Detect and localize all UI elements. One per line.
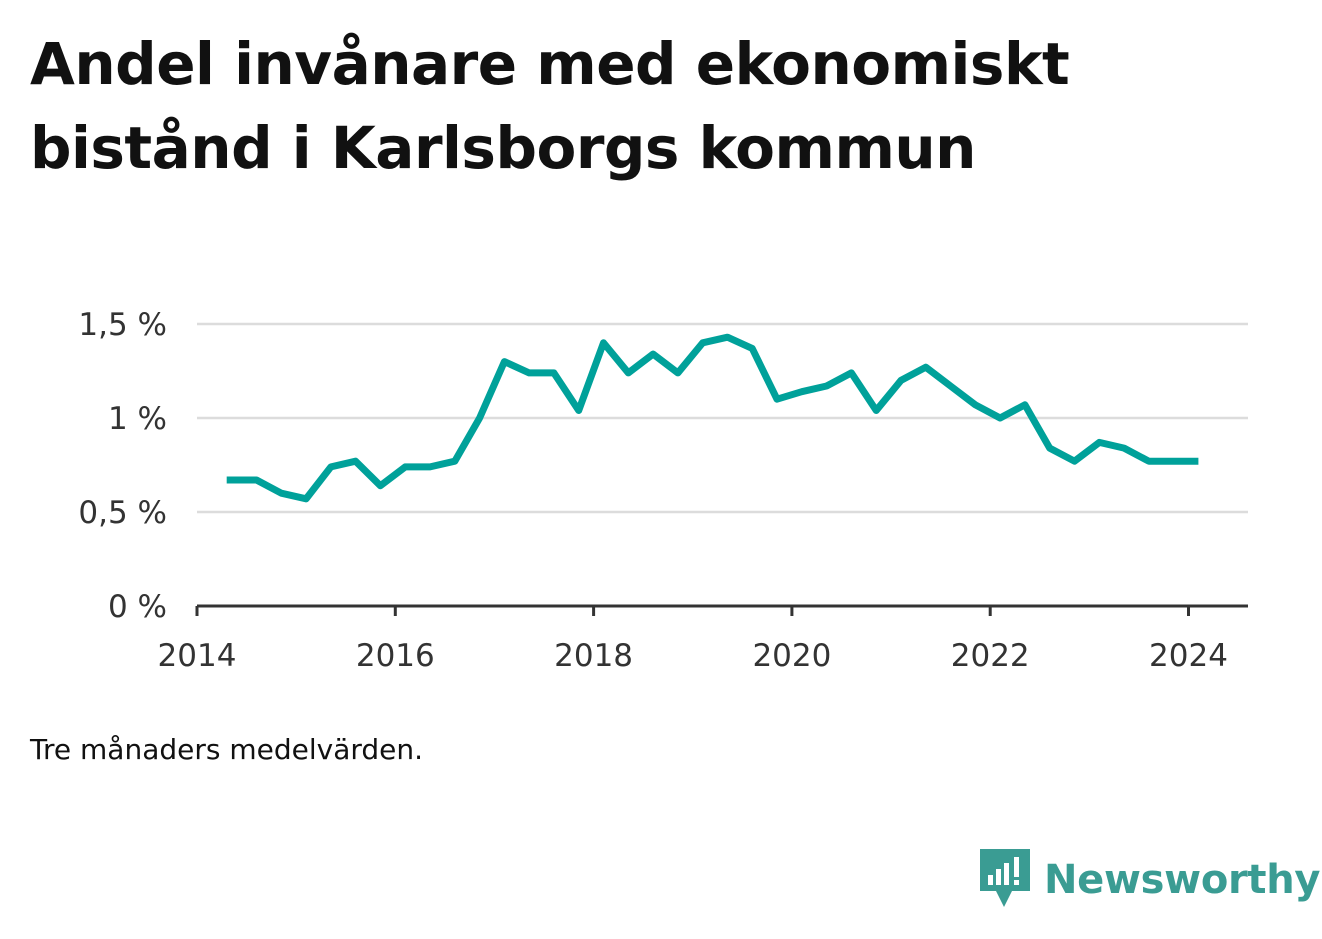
y-tick-label: 1 % (108, 401, 167, 437)
newsworthy-logo-icon (980, 849, 1030, 907)
x-tick-label: 2014 (158, 638, 237, 674)
y-tick-label: 0 % (108, 589, 167, 625)
data-line (226, 333, 1199, 503)
y-tick-label: 1,5 % (78, 307, 167, 343)
x-tick-label: 2020 (752, 638, 831, 674)
x-tick-label: 2018 (554, 638, 633, 674)
line-chart: 0 % 0,5 % 1 % 1,5 % 2014 2016 2018 2020 2022 202… (78, 307, 1248, 674)
x-tick-label: 2016 (356, 638, 435, 674)
chart-note: Tre månaders medelvärden. (30, 733, 424, 766)
x-tick-label: 2024 (1149, 638, 1228, 674)
y-axis-labels: 0 % 0,5 % 1 % 1,5 % (78, 307, 167, 625)
y-tick-label: 0,5 % (78, 495, 167, 531)
grid-lines (197, 322, 1248, 514)
brand-logo: Newsworthy (980, 848, 1321, 912)
x-axis-labels: 2014 2016 2018 2020 2022 2024 (158, 638, 1228, 674)
x-axis-ticks (195, 606, 1191, 616)
chart-title: Andel invånare med ekonomiskt bistånd i … (30, 30, 1070, 182)
x-tick-label: 2022 (951, 638, 1030, 674)
brand-name: Newsworthy (1044, 857, 1321, 903)
data-points (226, 337, 1199, 499)
